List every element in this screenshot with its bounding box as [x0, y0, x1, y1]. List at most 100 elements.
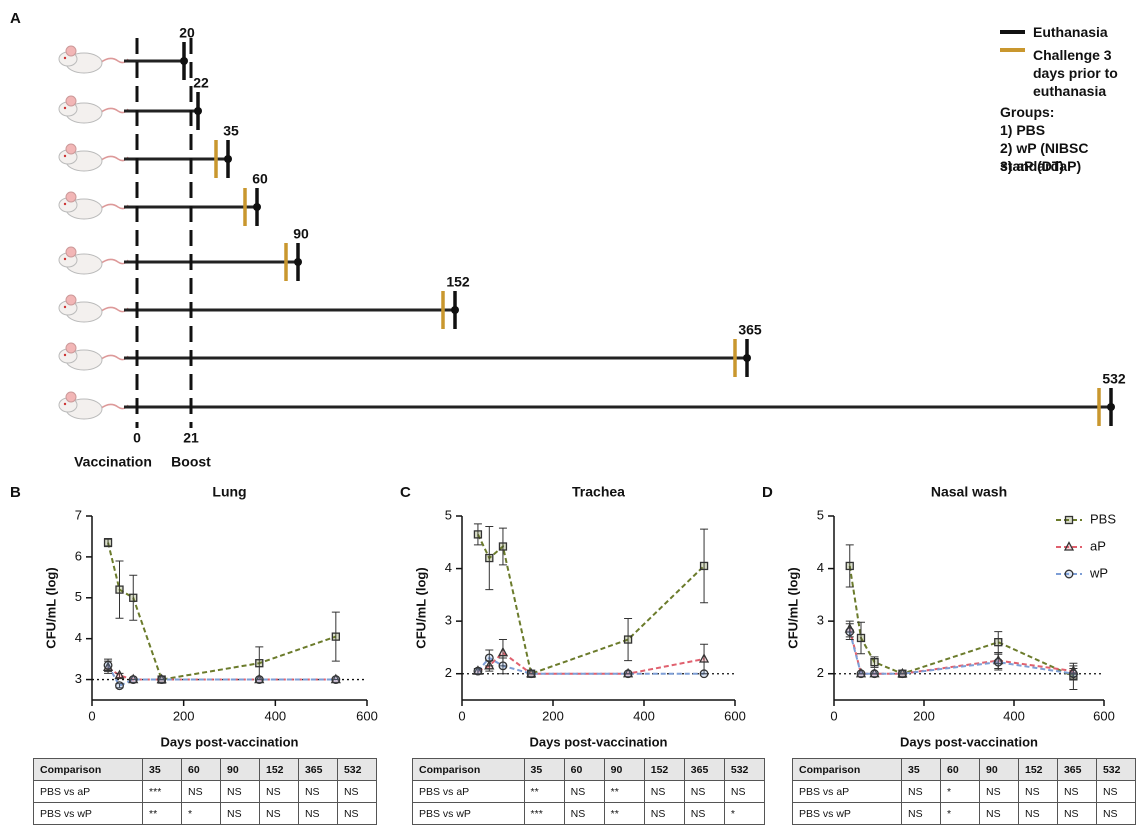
header-cell: 90 — [604, 759, 644, 781]
marker — [486, 654, 494, 662]
series-line — [850, 566, 1074, 676]
mouse-tail — [100, 355, 128, 360]
table-cell: PBS vs wP — [34, 803, 143, 825]
event-label: Boost — [171, 454, 211, 470]
table-cell: NS — [1057, 803, 1096, 825]
marker — [486, 555, 493, 562]
table-cell: NS — [684, 803, 724, 825]
group-item: 1) PBS — [1000, 121, 1045, 139]
header-cell: 152 — [259, 759, 298, 781]
mouse-icon — [59, 96, 128, 123]
figure: A 20223560901523655320Vaccination21Boost… — [0, 0, 1144, 829]
mouse-eye — [64, 107, 66, 109]
marker — [625, 636, 632, 643]
panel-label: A — [10, 10, 21, 27]
table-cell: NS — [298, 781, 337, 803]
table-cell: NS — [259, 781, 298, 803]
day-label: 0 — [133, 430, 141, 446]
end-dot — [224, 155, 232, 163]
day-label: 532 — [1102, 371, 1126, 387]
table-row: PBS vs wPNS*NSNSNSNS — [793, 803, 1136, 825]
header-cell: 365 — [1057, 759, 1096, 781]
x-tick-label: 400 — [1003, 708, 1025, 723]
header-cell: 60 — [182, 759, 221, 781]
mouse-ear — [66, 343, 76, 353]
marker — [871, 670, 879, 678]
mouse-tail — [100, 259, 128, 264]
table-cell: ** — [524, 781, 564, 803]
day-label: 22 — [193, 75, 209, 91]
legend-euthanasia: Euthanasia — [1033, 23, 1108, 41]
table-cell: NS — [221, 781, 260, 803]
legend-challenge: Challenge 3 days prior to euthanasia — [1033, 46, 1138, 100]
table-cell: NS — [902, 781, 941, 803]
header-cell: Comparison — [34, 759, 143, 781]
marker — [104, 661, 112, 669]
table-cell: NS — [337, 803, 376, 825]
table-cell: ** — [604, 803, 644, 825]
legend-label: wP — [1089, 565, 1108, 580]
legend-label: PBS — [1090, 511, 1116, 526]
table-cell: NS — [1096, 781, 1135, 803]
series-line — [478, 653, 704, 674]
marker — [332, 633, 339, 640]
mouse-ear — [66, 192, 76, 202]
header-cell: 365 — [684, 759, 724, 781]
mouse-icon — [59, 247, 128, 274]
table-cell: NS — [337, 781, 376, 803]
series-line — [850, 632, 1074, 674]
y-tick-label: 3 — [445, 613, 452, 628]
table-cell: NS — [1096, 803, 1135, 825]
header-cell: 60 — [941, 759, 980, 781]
header-cell: 365 — [298, 759, 337, 781]
end-dot — [294, 258, 302, 266]
table-cell: NS — [684, 781, 724, 803]
header-cell: 60 — [564, 759, 604, 781]
end-dot — [451, 306, 459, 314]
mouse-tail — [100, 108, 128, 113]
marker — [116, 682, 124, 690]
marker — [1070, 670, 1078, 678]
x-tick-label: 600 — [356, 708, 378, 723]
end-dot — [253, 203, 261, 211]
series-line — [108, 543, 336, 680]
header-cell: 532 — [337, 759, 376, 781]
y-tick-label: 4 — [75, 630, 82, 645]
day-label: 152 — [446, 274, 470, 290]
table-cell: PBS vs wP — [413, 803, 525, 825]
day-label: 20 — [179, 25, 195, 41]
marker — [994, 658, 1002, 666]
mouse-eye — [64, 258, 66, 260]
y-axis-label: CFU/mL (log) — [43, 567, 58, 648]
mouse-icon — [59, 343, 128, 370]
x-tick-label: 0 — [88, 708, 95, 723]
chart-title: Trachea — [572, 484, 625, 500]
header-cell: Comparison — [413, 759, 525, 781]
header-cell: 35 — [524, 759, 564, 781]
marker — [857, 670, 865, 678]
x-tick-label: 400 — [633, 708, 655, 723]
header-cell: 532 — [1096, 759, 1135, 781]
table-cell: NS — [1018, 781, 1057, 803]
marker — [527, 670, 535, 678]
x-tick-label: 0 — [458, 708, 465, 723]
header-cell: 90 — [221, 759, 260, 781]
table-cell: NS — [1057, 781, 1096, 803]
panel-label: D — [762, 484, 773, 501]
mouse-icon — [59, 46, 128, 73]
y-tick-label: 3 — [817, 613, 824, 628]
marker — [474, 667, 482, 675]
header-cell: Comparison — [793, 759, 902, 781]
x-tick-label: 0 — [830, 708, 837, 723]
mouse-eye — [64, 57, 66, 59]
end-dot — [194, 107, 202, 115]
marker — [871, 659, 878, 666]
header-cell: 35 — [143, 759, 182, 781]
marker — [332, 676, 340, 684]
marker — [499, 662, 507, 670]
mouse-eye — [64, 354, 66, 356]
y-tick-label: 3 — [75, 671, 82, 686]
